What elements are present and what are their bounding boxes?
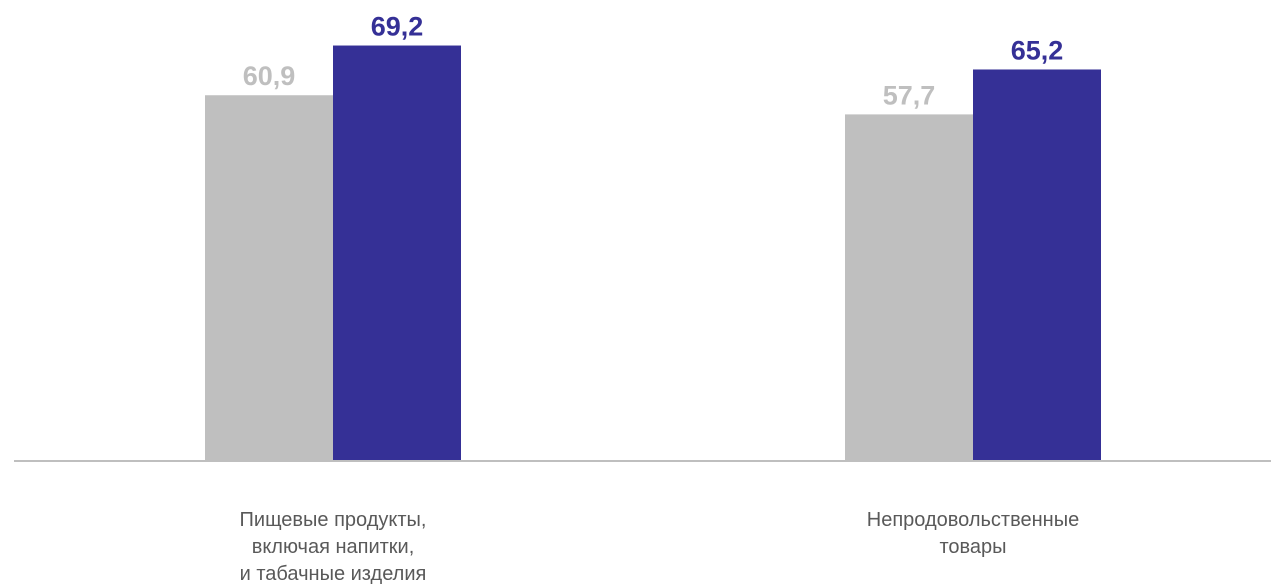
category-labels-group: Пищевые продукты, включая напитки, и табач… bbox=[240, 509, 1080, 585]
value-labels-group: 60,9 69,2 57,7 65,2 bbox=[243, 12, 1064, 111]
bar-series2-cat2 bbox=[973, 69, 1101, 461]
bar-series2-cat1 bbox=[333, 45, 461, 460]
value-label-series1-cat2: 57,7 bbox=[883, 80, 936, 110]
category-label-1-line-2: включая напитки, bbox=[252, 536, 415, 558]
category-label-1-line-3: и табачные изделия bbox=[240, 563, 427, 585]
value-label-series1-cat1: 60,9 bbox=[243, 61, 296, 91]
bars-group bbox=[205, 45, 1101, 461]
category-label-1: Пищевые продукты, включая напитки, и табач… bbox=[240, 509, 427, 585]
bar-series1-cat1 bbox=[205, 95, 333, 460]
category-label-1-line-1: Пищевые продукты, bbox=[240, 509, 427, 531]
bar-series1-cat2 bbox=[845, 114, 973, 461]
category-label-2: Непродовольственные товары bbox=[867, 509, 1079, 558]
category-label-2-line-1: Непродовольственные bbox=[867, 509, 1079, 531]
category-label-2-line-2: товары bbox=[939, 536, 1006, 558]
value-label-series2-cat2: 65,2 bbox=[1011, 35, 1064, 65]
value-label-series2-cat1: 69,2 bbox=[371, 12, 424, 42]
